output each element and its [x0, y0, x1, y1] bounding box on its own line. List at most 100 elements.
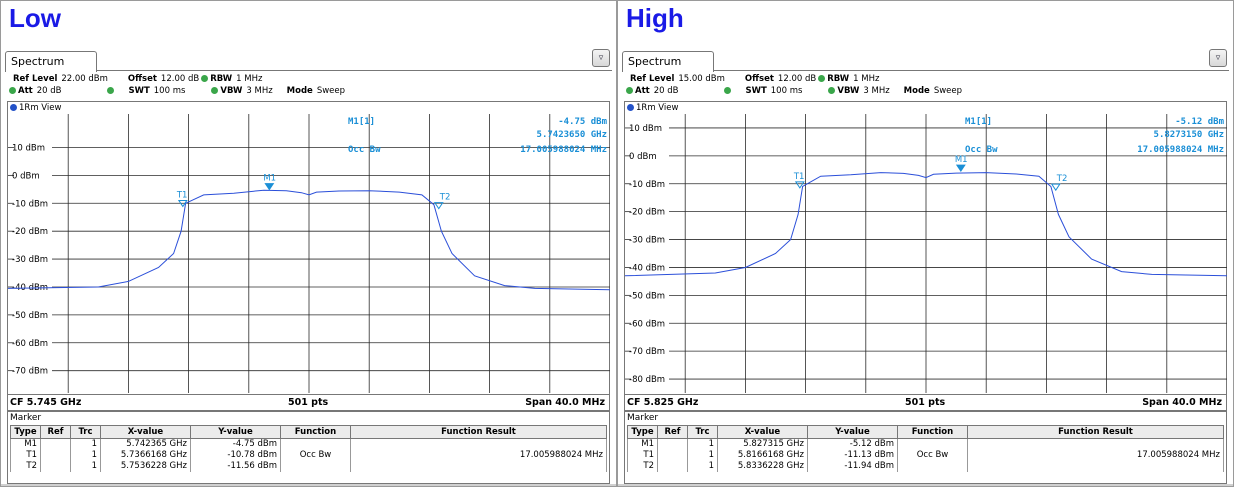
settings-header: Ref Level 22.00 dBm Offset 12.00 dB RBW 1 MHz… [7, 73, 610, 99]
marker-cell: 1 [70, 449, 101, 461]
mode-label: Mode [903, 86, 930, 96]
att-label: Att [18, 86, 33, 96]
marker-table: Type Ref Trc X-value Y-value Function Function… [627, 425, 1224, 472]
marker-table-title: Marker [627, 413, 659, 423]
readout-function: Occ Bw [965, 145, 998, 155]
marker-cell [967, 460, 1224, 472]
marker-cell [350, 460, 607, 472]
marker-cell [967, 438, 1224, 450]
trace-line [8, 189, 611, 291]
marker-t1-symbol [794, 181, 805, 189]
view-name: 1Rm View [19, 103, 62, 113]
marker-cell [657, 460, 688, 472]
marker-cell [657, 438, 688, 450]
y-tick-label: 10 dBm [12, 143, 45, 153]
marker-cell: Occ Bw [897, 449, 968, 461]
marker-table-panel: Marker Type Ref Trc X-value Y-value Function Fu… [7, 411, 610, 484]
column-header: Trc [70, 425, 101, 439]
marker-cell: 17.005988024 MHz [967, 449, 1224, 461]
ref-level-value: 22.00 dBm [61, 74, 108, 84]
swt-value: 100 ms [153, 86, 186, 96]
status-dot-icon [211, 87, 219, 94]
marker-cell: 5.742365 GHz [100, 438, 191, 450]
view-label: 1Rm View [10, 103, 61, 113]
marker-cell: M1 [627, 438, 658, 450]
center-frequency: CF 5.745 GHz [10, 397, 82, 408]
tab-spectrum[interactable]: Spectrum [5, 51, 97, 72]
marker-cell: -11.94 dBm [807, 460, 898, 472]
mode-value: Sweep [316, 86, 346, 96]
vbw-label: VBW [837, 86, 860, 96]
y-tick-label: 10 dBm [629, 124, 662, 134]
readout-marker-value: -4.75 dBm [558, 117, 607, 127]
status-dot-icon [828, 87, 836, 94]
y-tick-label: -50 dBm [629, 291, 665, 301]
marker-t1-label: T1 [793, 172, 805, 182]
analyzer-panel-low: Low Spectrum ▿ Ref Level 22.00 dBm Offset 12.0… [0, 0, 617, 487]
readout-marker-freq: 5.8273150 GHz [1154, 130, 1224, 140]
marker-table-title: Marker [10, 413, 42, 423]
marker-t2-label: T2 [1056, 174, 1068, 184]
y-tick-label: -10 dBm [629, 180, 665, 190]
readout-function-value: 17.005988024 MHz [1137, 145, 1224, 155]
marker-m1-symbol [955, 164, 966, 173]
marker-cell: -4.75 dBm [190, 438, 281, 450]
marker-cell [40, 449, 71, 461]
marker-row: T2 1 5.8336228 GHz -11.94 dBm [627, 460, 1224, 472]
marker-cell [40, 460, 71, 472]
spectrum-plot: 1Rm View 10 dBm 0 dBm -10 dBm -20 dBm -30 dBm… [7, 101, 611, 412]
marker-row: M1 1 5.742365 GHz -4.75 dBm [10, 438, 607, 450]
window-menu-icon[interactable]: ▿ [1209, 49, 1227, 67]
settings-row-1: Ref Level 15.00 dBm Offset 12.00 dB RBW 1 MHz [630, 73, 879, 85]
column-header: Function [897, 425, 968, 439]
column-header: X-value [717, 425, 808, 439]
column-header: Ref [40, 425, 71, 439]
readout-marker-name: M1[1] [348, 117, 375, 127]
y-tick-label: 0 dBm [629, 152, 657, 162]
readout-marker-name: M1[1] [965, 117, 992, 127]
status-dot-icon [107, 87, 115, 94]
swt-label: SWT [128, 86, 150, 96]
y-tick-label: -30 dBm [12, 255, 48, 265]
vbw-value: 3 MHz [863, 86, 890, 96]
marker-cell [897, 438, 968, 450]
spectrum-plot: 1Rm View 10 dBm 0 dBm -10 dBm -20 dBm -30 dBm… [624, 101, 1228, 412]
status-bar [618, 484, 1233, 486]
readout-marker-freq: 5.7423650 GHz [537, 130, 607, 140]
window-menu-icon[interactable]: ▿ [592, 49, 610, 67]
y-tick-label: -30 dBm [629, 236, 665, 246]
marker-cell [280, 438, 351, 450]
settings-row-2: Att 20 dB SWT 100 ms VBW 3 MHz Mode Sweep [7, 85, 345, 97]
marker-cell: -5.12 dBm [807, 438, 898, 450]
marker-m1-label: M1 [955, 155, 968, 165]
column-header: X-value [100, 425, 191, 439]
marker-table-header: Type Ref Trc X-value Y-value Function Function… [10, 425, 607, 439]
marker-m1-symbol [264, 183, 275, 191]
rbw-value: 1 MHz [236, 74, 263, 84]
view-name: 1Rm View [636, 103, 679, 113]
rbw-value: 1 MHz [853, 74, 880, 84]
marker-cell [657, 449, 688, 461]
tab-spectrum[interactable]: Spectrum [622, 51, 714, 72]
marker-cell: 5.8166168 GHz [717, 449, 808, 461]
marker-cell: T1 [627, 449, 658, 461]
column-header: Function Result [350, 425, 607, 439]
marker-cell: 5.7366168 GHz [100, 449, 191, 461]
marker-cell: 1 [687, 460, 718, 472]
ref-level-value: 15.00 dBm [678, 74, 725, 84]
y-tick-label: -60 dBm [12, 339, 48, 349]
y-tick-label: -40 dBm [629, 263, 665, 273]
att-value: 20 dB [653, 86, 679, 96]
marker-cell: 1 [687, 438, 718, 450]
status-bar [1, 484, 616, 486]
status-dot-icon [724, 87, 732, 94]
marker-cell: 5.8336228 GHz [717, 460, 808, 472]
column-header: Y-value [807, 425, 898, 439]
marker-cell: 1 [70, 460, 101, 472]
y-tick-label: -50 dBm [12, 311, 48, 321]
readout-function: Occ Bw [348, 145, 381, 155]
mode-value: Sweep [933, 86, 963, 96]
vbw-label: VBW [220, 86, 243, 96]
offset-value: 12.00 dB [160, 74, 200, 84]
